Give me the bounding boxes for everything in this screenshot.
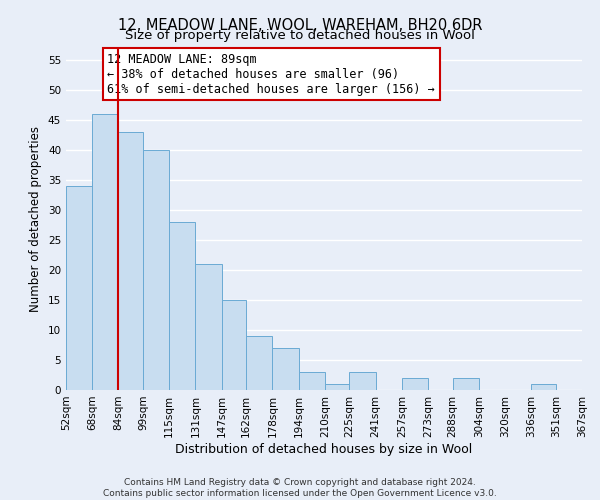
Bar — [299, 372, 325, 390]
Bar — [272, 348, 299, 390]
Bar — [452, 378, 479, 390]
Bar — [118, 132, 143, 390]
Bar — [221, 300, 246, 390]
Bar — [325, 384, 349, 390]
Text: Size of property relative to detached houses in Wool: Size of property relative to detached ho… — [125, 29, 475, 42]
Bar — [582, 384, 600, 390]
Bar — [92, 114, 118, 390]
Text: 12, MEADOW LANE, WOOL, WAREHAM, BH20 6DR: 12, MEADOW LANE, WOOL, WAREHAM, BH20 6DR — [118, 18, 482, 32]
Bar — [66, 186, 92, 390]
Bar — [349, 372, 376, 390]
Y-axis label: Number of detached properties: Number of detached properties — [29, 126, 43, 312]
Bar — [246, 336, 272, 390]
Text: 12 MEADOW LANE: 89sqm
← 38% of detached houses are smaller (96)
61% of semi-deta: 12 MEADOW LANE: 89sqm ← 38% of detached … — [107, 52, 435, 96]
Bar — [531, 384, 556, 390]
Text: Contains HM Land Registry data © Crown copyright and database right 2024.
Contai: Contains HM Land Registry data © Crown c… — [103, 478, 497, 498]
X-axis label: Distribution of detached houses by size in Wool: Distribution of detached houses by size … — [175, 442, 473, 456]
Bar — [402, 378, 428, 390]
Bar — [143, 150, 169, 390]
Bar — [169, 222, 196, 390]
Bar — [196, 264, 221, 390]
